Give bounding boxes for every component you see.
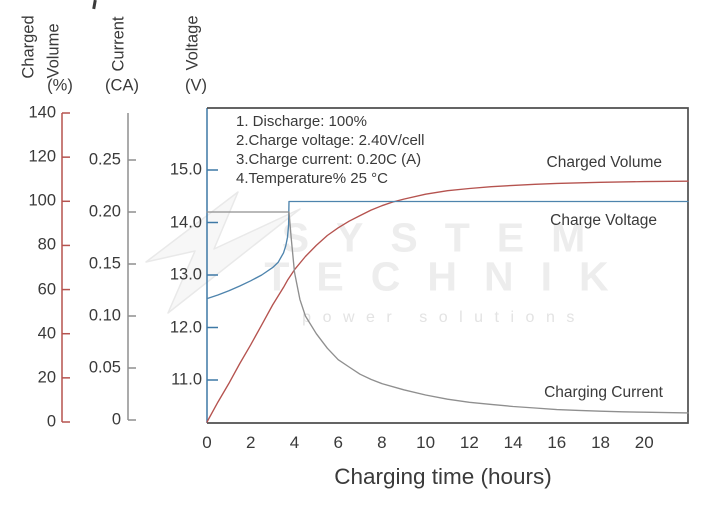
volume-axis-unit: (%) xyxy=(47,76,73,95)
x-tick-label: 10 xyxy=(416,433,436,452)
watermark-text-line1: SYSTEM xyxy=(281,214,613,261)
charged_volume-tick-label: 120 xyxy=(28,147,56,166)
watermark-text-line3: power solutions xyxy=(302,309,586,326)
voltage-axis-title: Voltage xyxy=(183,15,202,71)
voltage-tick-label: 15.0 xyxy=(169,160,202,179)
current-axis-title: Current xyxy=(109,16,128,72)
voltage-tick-label: 11.0 xyxy=(171,370,202,389)
x-tick-label: 0 xyxy=(202,433,212,452)
charge-voltage-curve-label: Charge Voltage xyxy=(550,212,657,229)
charged_volume-tick-label: 0 xyxy=(46,412,56,431)
x-tick-label: 2 xyxy=(245,433,256,452)
current-tick-label: 0.05 xyxy=(88,358,121,377)
note-line-temperature: 4.Temperature% 25 °C xyxy=(236,170,388,187)
charged_volume-tick-label: 100 xyxy=(28,191,56,210)
voltage-tick-label: 13.0 xyxy=(169,265,202,284)
x-tick-label: 14 xyxy=(503,433,523,452)
current-axis-unit: (CA) xyxy=(105,76,139,95)
x-tick-label: 18 xyxy=(591,433,610,452)
charging-current-curve-label: Charging Current xyxy=(544,384,663,401)
current-tick-label: 0.25 xyxy=(88,150,121,169)
volume-axis-title-line2: Volume xyxy=(44,23,63,79)
charged_volume-tick-label: 60 xyxy=(37,280,56,299)
note-line-discharge: 1. Discharge: 100% xyxy=(236,113,367,130)
charged_volume-tick-label: 80 xyxy=(37,235,56,254)
volume-axis-title-line1: Charged xyxy=(19,15,38,79)
x-axis-title: Charging time (hours) xyxy=(334,464,552,489)
voltage-tick-label: 12.0 xyxy=(169,318,202,336)
x-tick-label: 4 xyxy=(289,433,300,452)
voltage-axis-unit: (V) xyxy=(185,76,207,95)
charged_volume-tick-label: 20 xyxy=(37,368,56,387)
x-tick-label: 8 xyxy=(377,433,387,452)
current-tick-label: 0.10 xyxy=(88,306,121,325)
voltage-tick-label: 14.0 xyxy=(169,213,202,231)
watermark-text-line2: TECHNIK xyxy=(264,253,636,300)
x-tick-label: 12 xyxy=(459,433,479,452)
current-tick-label: 0.20 xyxy=(88,202,121,221)
charged-volume-curve-label: Charged Volume xyxy=(546,154,662,171)
note-line-current: 3.Charge current: 0.20C (A) xyxy=(236,151,422,168)
x-tick-label: 16 xyxy=(547,433,567,452)
x-tick-label: 6 xyxy=(333,433,343,452)
charged_volume-tick-label: 40 xyxy=(37,324,56,343)
current-tick-label: 0.15 xyxy=(88,254,121,273)
x-tick-label: 20 xyxy=(634,433,654,452)
note-line-voltage: 2.Charge voltage: 2.40V/cell xyxy=(236,132,425,149)
charged_volume-tick-label: 140 xyxy=(28,103,56,122)
current-tick-label: 0 xyxy=(111,410,121,429)
test-conditions-note: 1. Discharge: 100% 2.Charge voltage: 2.4… xyxy=(236,112,424,188)
